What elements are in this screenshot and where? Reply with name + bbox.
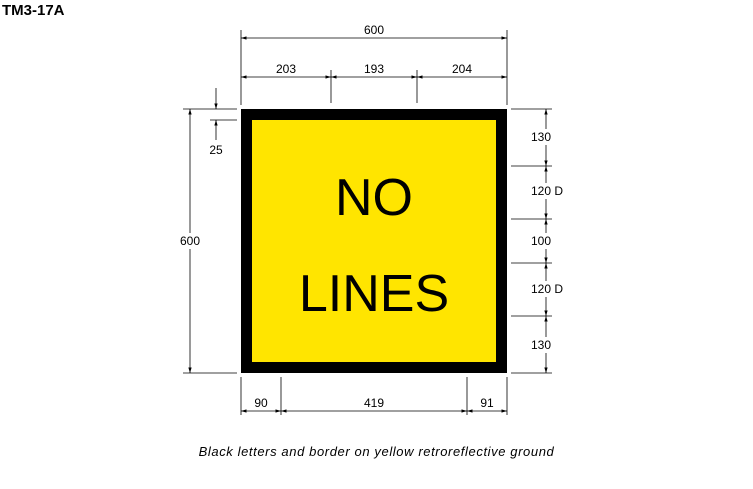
dim-border: 25: [209, 88, 237, 157]
sign-code: TM3-17A: [2, 2, 65, 19]
dim-top-segment: 204: [452, 62, 472, 76]
dim-top-segments: 203 193 204: [241, 62, 507, 103]
dim-overall-height: 600: [180, 234, 200, 248]
dim-border-thickness: 25: [209, 143, 223, 157]
dim-bottom-segment: 419: [364, 396, 384, 410]
dim-bottom-segment: 91: [480, 396, 494, 410]
dim-right-segment: 120 D: [531, 282, 563, 296]
caption: Black letters and border on yellow retro…: [198, 444, 555, 459]
dim-left-overall: 600: [172, 108, 237, 374]
dim-top-segment: 203: [276, 62, 296, 76]
legend-line-2: LINES: [299, 265, 449, 323]
dim-top-overall: 600: [240, 23, 508, 105]
dim-overall-width: 600: [364, 23, 384, 37]
dim-right-segment: 130: [531, 338, 551, 352]
legend-line-1: NO: [335, 169, 413, 227]
dim-right-segment: 100: [531, 234, 551, 248]
dim-bottom-segment: 90: [254, 396, 268, 410]
dim-right-segments: 130 120 D 100 120 D 130: [511, 108, 574, 374]
dim-right-segment: 120 D: [531, 184, 563, 198]
sign-ground: [252, 120, 496, 362]
dim-top-segment: 193: [364, 62, 384, 76]
dim-right-segment: 130: [531, 130, 551, 144]
dim-bottom-segments: 90 419 91: [240, 377, 508, 415]
